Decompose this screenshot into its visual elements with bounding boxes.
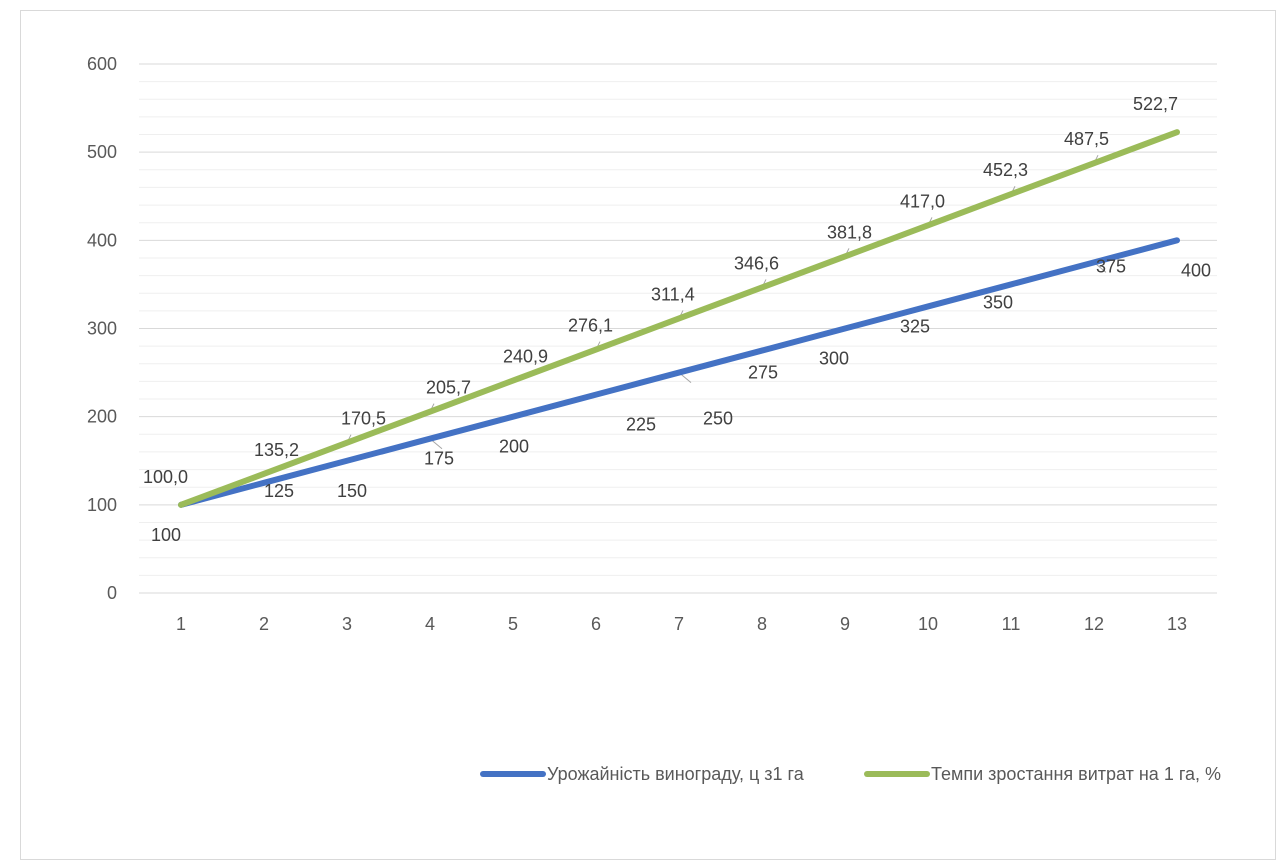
x-tick-label: 7 [674,614,684,634]
series-lines [178,129,1180,508]
data-label-yield: 325 [900,316,930,336]
x-tick-label: 11 [1002,614,1021,634]
x-axis-tick-labels: 1 2 3 4 5 6 7 8 9 10 11 12 13 [176,614,1187,634]
x-tick-label: 5 [508,614,518,634]
data-label-yield: 250 [703,409,733,429]
data-label-cost-growth: 522,7 [1133,94,1178,114]
data-label-cost-growth: 135,2 [254,440,299,460]
y-tick-label: 500 [87,142,117,162]
data-label-yield: 225 [626,415,656,435]
data-label-yield: 375 [1096,256,1126,276]
data-label-yield: 400 [1181,260,1211,280]
data-label-cost-growth: 381,8 [827,222,872,242]
y-tick-label: 100 [87,495,117,515]
data-labels: 100 125 150 175 200 225 250 275 300 325 350 375 400 1… [143,94,1211,545]
data-label-cost-growth: 311,4 [651,284,695,304]
y-tick-label: 200 [87,407,117,427]
data-label-yield: 100 [151,525,181,545]
data-label-cost-growth: 205,7 [426,378,471,398]
data-label-yield: 200 [499,437,529,457]
x-tick-label: 12 [1084,614,1104,634]
data-label-yield: 300 [819,349,849,369]
data-label-cost-growth: 170,5 [341,409,386,429]
data-label-yield: 125 [264,481,294,501]
data-label-yield: 275 [748,363,778,383]
y-tick-label: 300 [87,319,117,339]
x-tick-label: 9 [840,614,850,634]
data-label-cost-growth: 417,0 [900,191,945,211]
series-line-cost-growth [178,129,1180,508]
chart-frame: 0 100 200 300 400 500 600 1 2 3 4 5 6 7 8 9 10 11 12 13 10… [20,10,1276,860]
data-label-cost-growth: 100,0 [143,467,188,487]
x-tick-label: 10 [918,614,938,634]
data-label-cost-growth: 487,5 [1064,129,1109,149]
x-tick-label: 1 [176,614,186,634]
data-label-cost-growth: 276,1 [568,316,613,336]
x-tick-label: 6 [591,614,601,634]
y-tick-label: 600 [87,54,117,74]
y-axis-tick-labels: 0 100 200 300 400 500 600 [87,54,117,603]
data-label-cost-growth: 452,3 [983,160,1028,180]
x-tick-label: 3 [342,614,352,634]
x-tick-label: 8 [757,614,767,634]
data-label-yield: 150 [337,481,367,501]
data-label-cost-growth: 346,6 [734,253,779,273]
x-tick-label: 2 [259,614,269,634]
series-line-yield [178,237,1180,508]
major-gridlines [139,63,1217,594]
data-label-cost-growth: 240,9 [503,347,548,367]
x-tick-label: 4 [425,614,435,634]
y-tick-label: 0 [107,583,117,603]
x-tick-label: 13 [1167,614,1187,634]
legend: Урожайність винограду, ц з1 га Темпи зрос… [480,764,1221,784]
y-tick-label: 400 [87,230,117,250]
data-label-yield: 350 [983,292,1013,312]
data-label-yield: 175 [424,449,454,469]
legend-label-yield: Урожайність винограду, ц з1 га [547,764,805,784]
legend-label-cost-growth: Темпи зростання витрат на 1 га, % [931,764,1221,784]
